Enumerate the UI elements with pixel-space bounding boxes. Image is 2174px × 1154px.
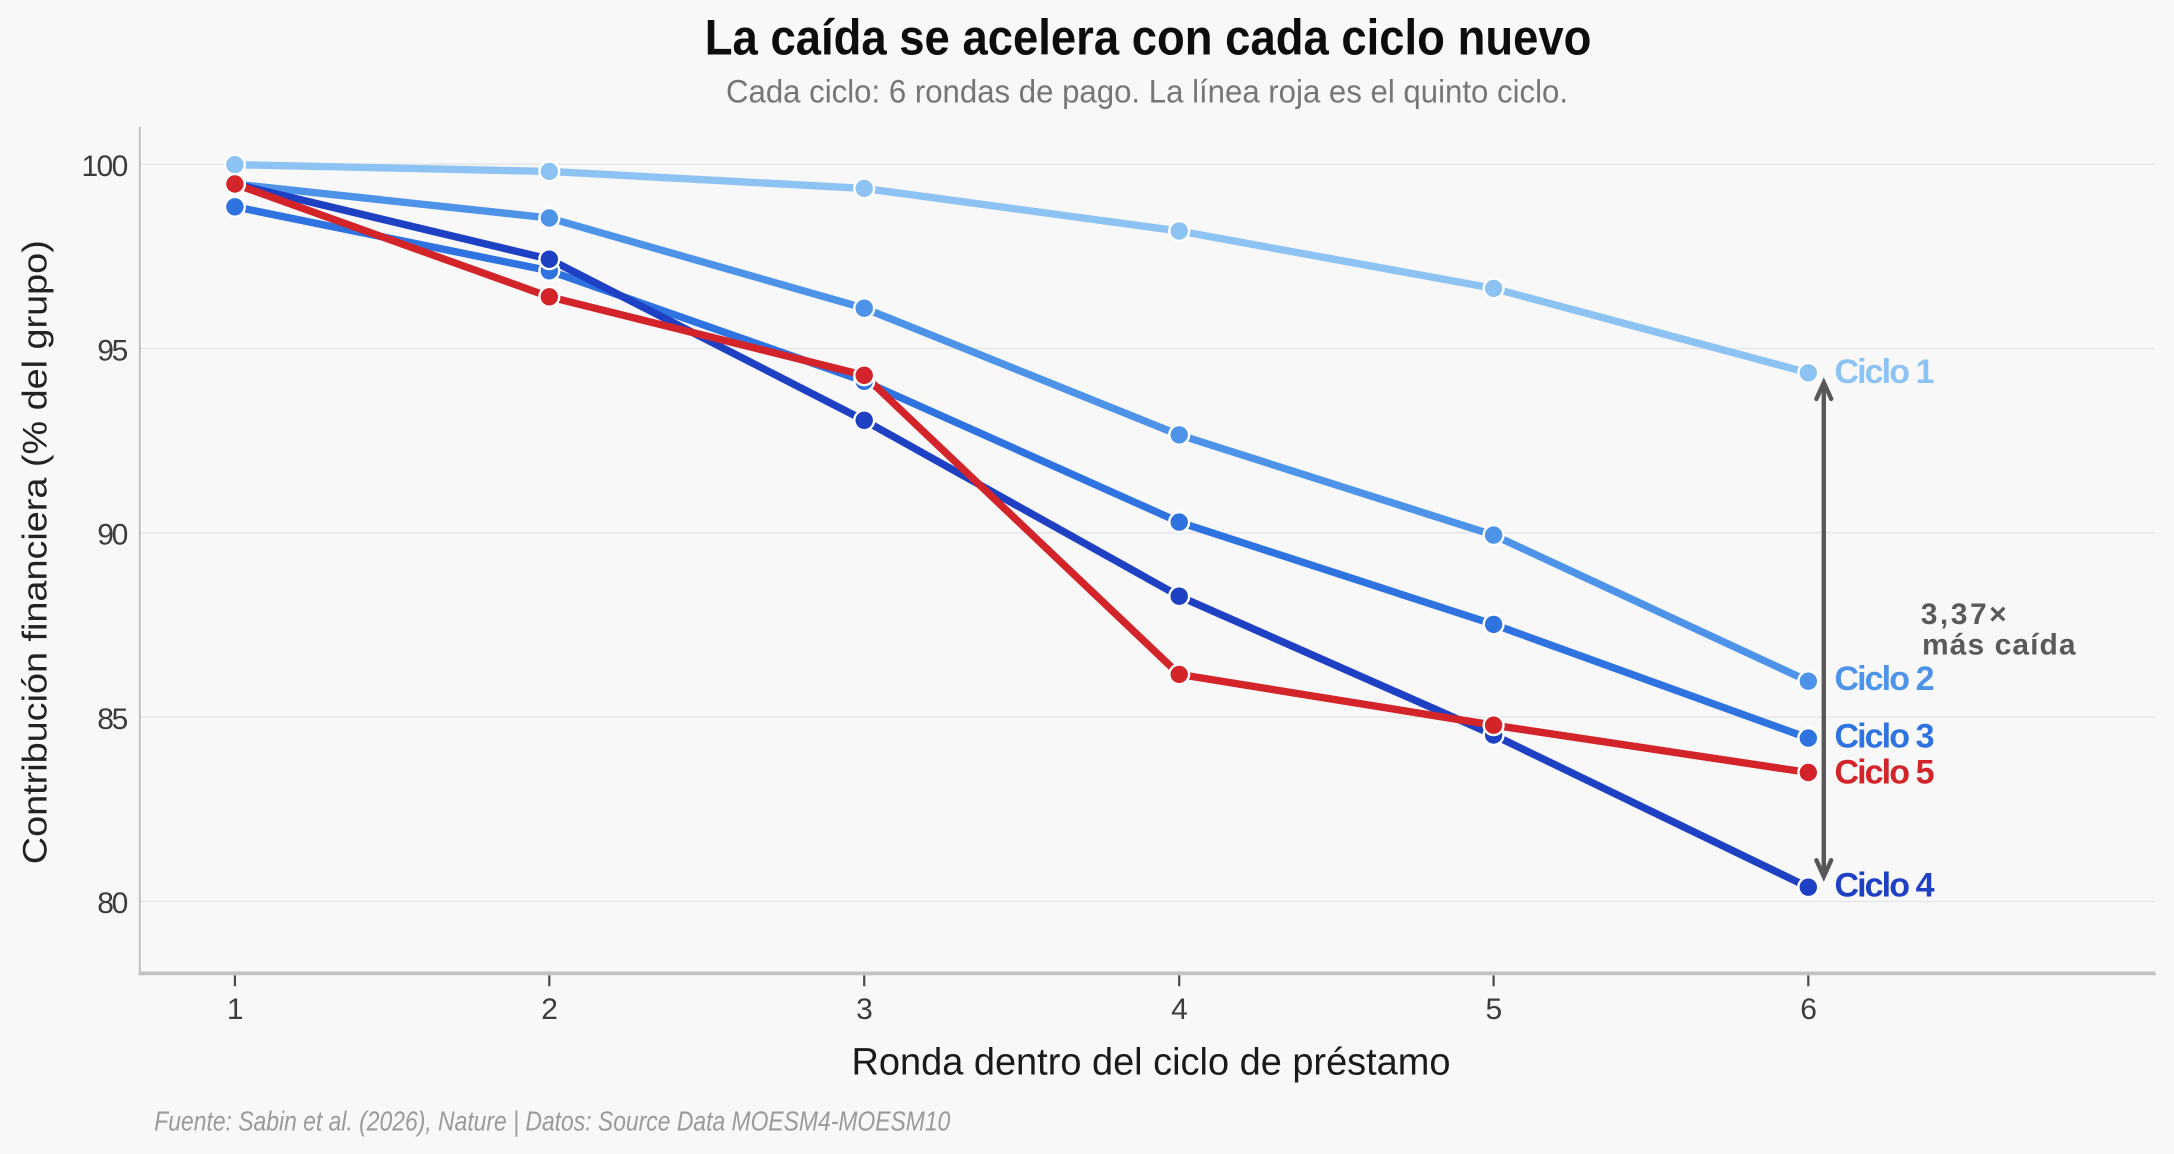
svg-text:Ciclo 5: Ciclo 5: [1835, 754, 1935, 792]
svg-text:100: 100: [82, 150, 129, 183]
svg-text:90: 90: [97, 519, 128, 552]
svg-text:Ronda dentro del ciclo de prés: Ronda dentro del ciclo de préstamo: [852, 1042, 1451, 1084]
svg-text:Contribución financiera (% del: Contribución financiera (% del grupo): [17, 240, 55, 864]
svg-text:95: 95: [97, 334, 128, 367]
svg-text:Fuente: Sabin et al. (2026), N: Fuente: Sabin et al. (2026), Nature | Da…: [154, 1106, 950, 1137]
svg-text:6: 6: [1800, 993, 1817, 1026]
svg-text:2: 2: [541, 993, 558, 1026]
svg-text:Ciclo 1: Ciclo 1: [1835, 353, 1935, 391]
svg-text:80: 80: [97, 887, 128, 920]
svg-text:3: 3: [856, 993, 873, 1026]
svg-text:La caída se acelera con cada c: La caída se acelera con cada ciclo nuevo: [705, 9, 1592, 65]
svg-text:3,37×: 3,37×: [1921, 598, 2007, 631]
svg-text:85: 85: [97, 703, 128, 736]
svg-text:Ciclo 2: Ciclo 2: [1835, 660, 1935, 698]
svg-text:5: 5: [1486, 993, 1503, 1026]
svg-text:Ciclo 3: Ciclo 3: [1835, 717, 1935, 755]
svg-text:Cada ciclo: 6 rondas de pago.: Cada ciclo: 6 rondas de pago. La línea r…: [726, 73, 1568, 109]
svg-text:4: 4: [1171, 993, 1188, 1026]
svg-text:más caída: más caída: [1922, 629, 2076, 662]
svg-text:1: 1: [227, 993, 244, 1026]
svg-text:Ciclo 4: Ciclo 4: [1835, 866, 1935, 904]
